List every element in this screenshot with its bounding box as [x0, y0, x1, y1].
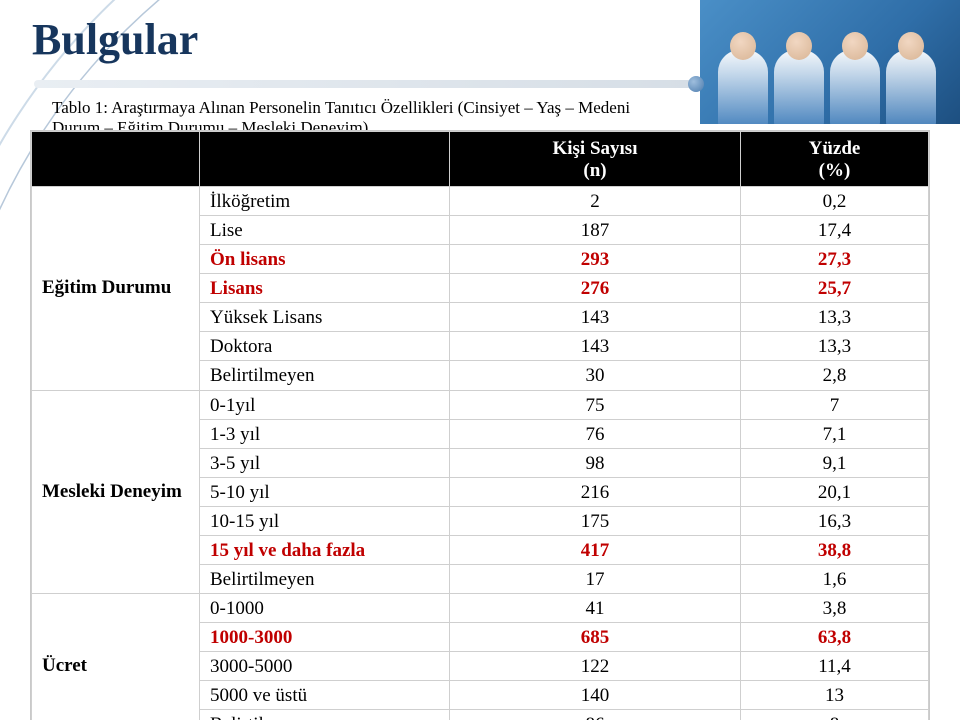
header-blank-2 — [200, 132, 450, 187]
category-cell: 3000-5000 — [200, 652, 450, 681]
category-cell: İlköğretim — [200, 187, 450, 216]
category-cell: Lise — [200, 216, 450, 245]
count-cell: 122 — [450, 652, 741, 681]
count-cell: 30 — [450, 361, 741, 390]
percent-cell: 3,8 — [740, 594, 928, 623]
percent-cell: 2,8 — [740, 361, 928, 390]
category-cell: 1000-3000 — [200, 623, 450, 652]
col-header-count-sub: (n) — [454, 160, 736, 182]
count-cell: 187 — [450, 216, 741, 245]
category-cell: Doktora — [200, 332, 450, 361]
category-cell: 3-5 yıl — [200, 448, 450, 477]
percent-cell: 7 — [740, 390, 928, 419]
count-cell: 98 — [450, 448, 741, 477]
section-label: Mesleki Deneyim — [32, 390, 200, 594]
col-header-pct-sub: (%) — [745, 160, 924, 182]
category-cell: 1-3 yıl — [200, 419, 450, 448]
page-title: Bulgular — [32, 14, 198, 65]
count-cell: 17 — [450, 565, 741, 594]
count-cell: 86 — [450, 710, 741, 720]
count-cell: 143 — [450, 332, 741, 361]
percent-cell: 17,4 — [740, 216, 928, 245]
percent-cell: 7,1 — [740, 419, 928, 448]
section-label: Ücret — [32, 594, 200, 720]
percent-cell: 8 — [740, 710, 928, 720]
table-row: Eğitim Durumuİlköğretim20,2 — [32, 187, 929, 216]
count-cell: 75 — [450, 390, 741, 419]
category-cell: 0-1000 — [200, 594, 450, 623]
category-cell: Lisans — [200, 274, 450, 303]
section-label: Eğitim Durumu — [32, 187, 200, 391]
percent-cell: 27,3 — [740, 245, 928, 274]
percent-cell: 20,1 — [740, 477, 928, 506]
count-cell: 2 — [450, 187, 741, 216]
percent-cell: 13,3 — [740, 303, 928, 332]
percent-cell: 63,8 — [740, 623, 928, 652]
category-cell: Belirtilmeyen — [200, 361, 450, 390]
category-cell: 5-10 yıl — [200, 477, 450, 506]
count-cell: 216 — [450, 477, 741, 506]
col-header-count-label: Kişi Sayısı — [552, 138, 637, 159]
count-cell: 140 — [450, 681, 741, 710]
percent-cell: 9,1 — [740, 448, 928, 477]
percent-cell: 13,3 — [740, 332, 928, 361]
category-cell: 15 yıl ve daha fazla — [200, 535, 450, 564]
title-divider — [34, 80, 700, 92]
count-cell: 685 — [450, 623, 741, 652]
category-cell: Belirtilmeyen — [200, 710, 450, 720]
header-blank-1 — [32, 132, 200, 187]
category-cell: Ön lisans — [200, 245, 450, 274]
percent-cell: 11,4 — [740, 652, 928, 681]
col-header-pct: Yüzde (%) — [740, 132, 928, 187]
percent-cell: 0,2 — [740, 187, 928, 216]
percent-cell: 13 — [740, 681, 928, 710]
count-cell: 175 — [450, 506, 741, 535]
category-cell: 0-1yıl — [200, 390, 450, 419]
percent-cell: 16,3 — [740, 506, 928, 535]
table-header-row: Kişi Sayısı (n) Yüzde (%) — [32, 132, 929, 187]
percent-cell: 25,7 — [740, 274, 928, 303]
table-row: Ücret0-1000413,8 — [32, 594, 929, 623]
col-header-pct-label: Yüzde — [809, 138, 861, 159]
count-cell: 41 — [450, 594, 741, 623]
percent-cell: 38,8 — [740, 535, 928, 564]
category-cell: Yüksek Lisans — [200, 303, 450, 332]
col-header-count: Kişi Sayısı (n) — [450, 132, 741, 187]
category-cell: 5000 ve üstü — [200, 681, 450, 710]
category-cell: Belirtilmeyen — [200, 565, 450, 594]
count-cell: 276 — [450, 274, 741, 303]
count-cell: 76 — [450, 419, 741, 448]
count-cell: 293 — [450, 245, 741, 274]
table-row: Mesleki Deneyim0-1yıl757 — [32, 390, 929, 419]
percent-cell: 1,6 — [740, 565, 928, 594]
data-table: Kişi Sayısı (n) Yüzde (%) Eğitim Durumuİ… — [30, 130, 930, 720]
count-cell: 417 — [450, 535, 741, 564]
count-cell: 143 — [450, 303, 741, 332]
category-cell: 10-15 yıl — [200, 506, 450, 535]
slide: Bulgular Tablo 1: Araştırmaya Alınan Per… — [0, 0, 960, 720]
header-photo — [700, 0, 960, 124]
